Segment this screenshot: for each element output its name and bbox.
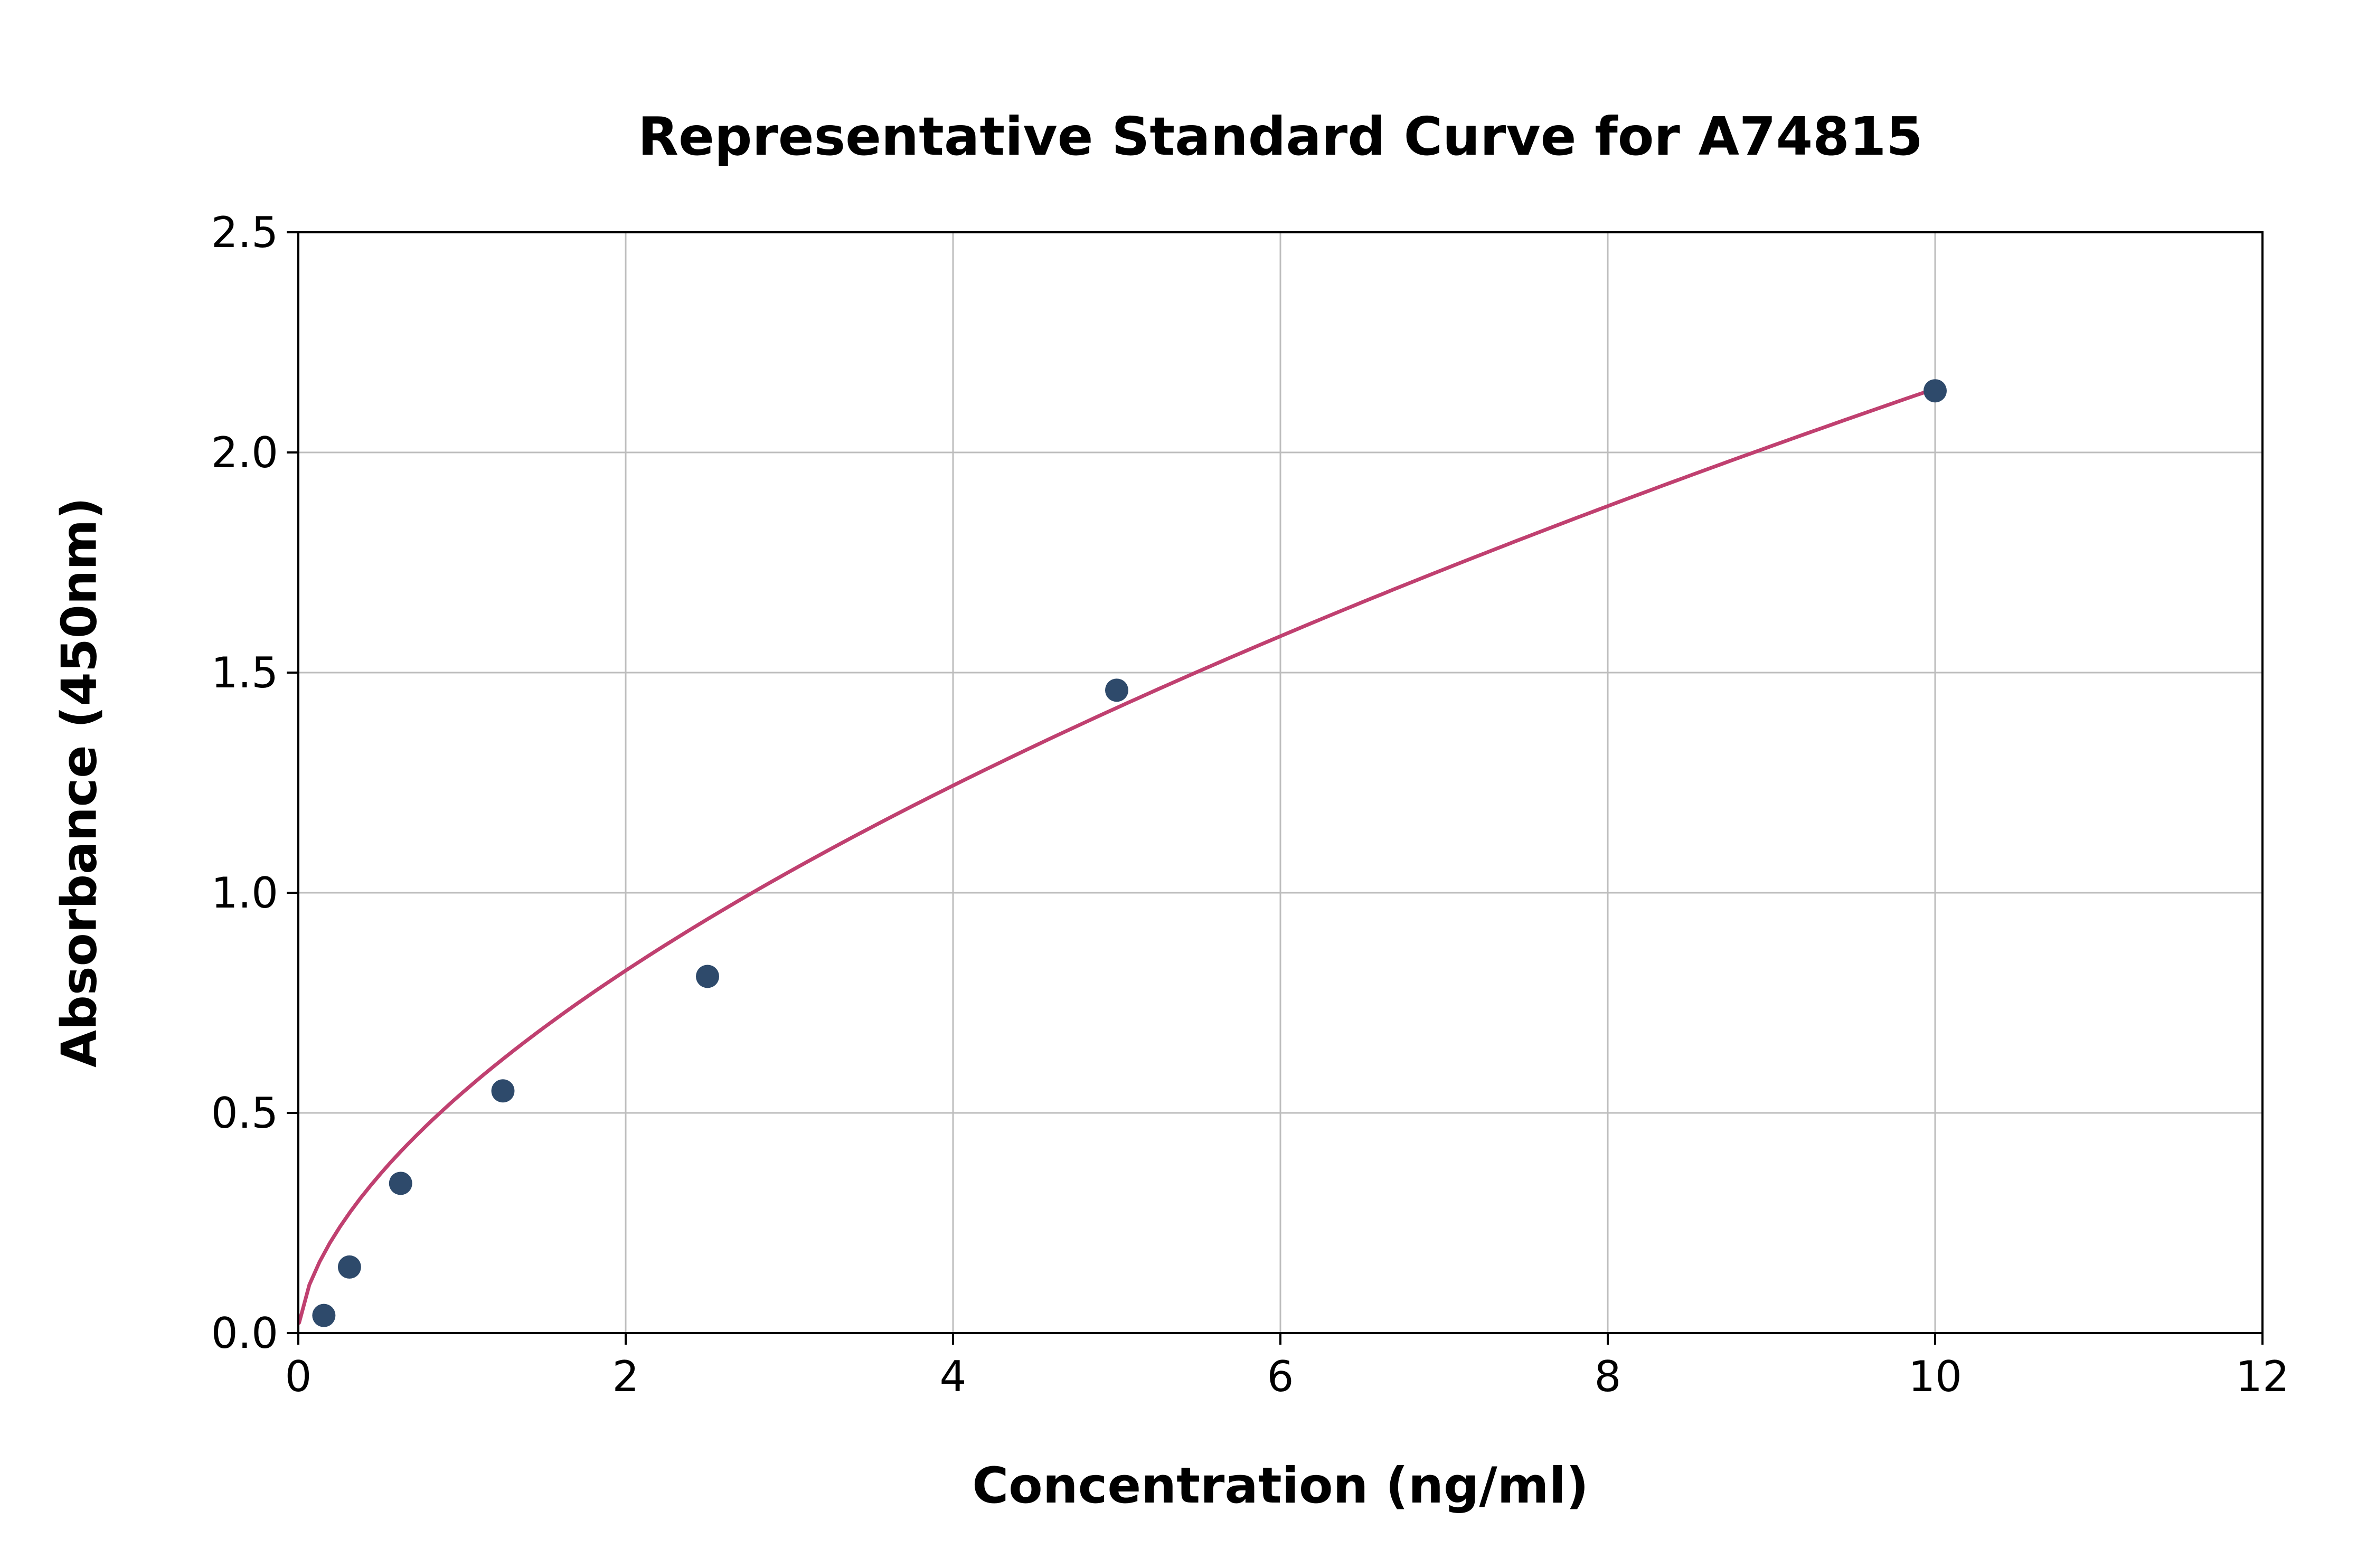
y-tick-label: 2.5 bbox=[211, 208, 278, 257]
data-point bbox=[312, 1303, 336, 1327]
x-tick-label: 10 bbox=[1908, 1352, 1962, 1401]
x-tick-label: 2 bbox=[612, 1352, 639, 1401]
fit-curve bbox=[297, 386, 1937, 1325]
y-tick-label: 0.0 bbox=[211, 1309, 278, 1358]
x-tick-label: 0 bbox=[285, 1352, 312, 1401]
data-point bbox=[1924, 379, 1947, 403]
x-axis-label: Concentration (ng/ml) bbox=[972, 1457, 1589, 1515]
data-point bbox=[1105, 678, 1128, 702]
x-tick-label: 4 bbox=[940, 1352, 967, 1401]
data-point bbox=[389, 1172, 412, 1195]
chart-title: Representative Standard Curve for A74815 bbox=[638, 106, 1923, 167]
data-point bbox=[491, 1079, 515, 1103]
y-tick-label: 2.0 bbox=[211, 428, 278, 477]
x-tick-label: 6 bbox=[1267, 1352, 1294, 1401]
x-tick-label: 8 bbox=[1595, 1352, 1621, 1401]
data-point bbox=[696, 965, 719, 988]
y-tick-label: 0.5 bbox=[211, 1089, 278, 1138]
y-tick-label: 1.5 bbox=[211, 648, 278, 697]
y-tick-label: 1.0 bbox=[211, 868, 278, 918]
x-tick-label: 12 bbox=[2236, 1352, 2289, 1401]
data-point bbox=[337, 1255, 361, 1279]
